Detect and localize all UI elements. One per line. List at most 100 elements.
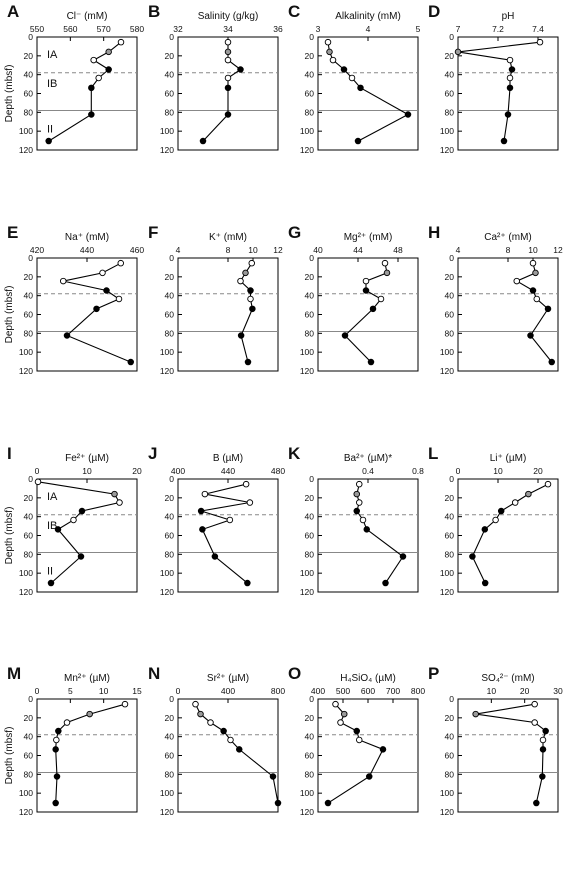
data-point	[237, 277, 244, 285]
data-point	[117, 38, 125, 46]
y-tick-label: 40	[165, 291, 175, 301]
data-point	[197, 710, 204, 718]
series-line	[195, 703, 279, 804]
y-tick-label: 20	[165, 51, 175, 61]
data-point	[47, 579, 55, 587]
chart-title: pH	[502, 11, 515, 22]
y-tick-label: 80	[305, 107, 315, 117]
y-tick-label: 80	[165, 328, 175, 338]
y-tick-label: 40	[445, 291, 455, 301]
chart-title: K⁺ (mM)	[209, 232, 247, 243]
y-tick-label: 40	[305, 70, 315, 80]
data-point	[99, 269, 106, 277]
data-point	[242, 480, 250, 488]
x-tick-label: 12	[273, 245, 283, 255]
x-tick-label: 400	[171, 466, 185, 476]
chart-panel-k: K Ba²⁺ (µM)* 0.4 0.8 0 20 40 60 80 100 120	[288, 444, 424, 597]
y-tick-label: 20	[24, 272, 34, 282]
y-tick-label: 40	[24, 732, 34, 742]
data-point	[52, 799, 59, 807]
y-tick-label: 20	[305, 713, 315, 723]
data-point	[78, 507, 86, 515]
y-tick-label: 0	[169, 474, 174, 484]
unit-label-ii: II	[47, 565, 53, 577]
panel-label: I	[7, 444, 12, 463]
plot-frame	[177, 257, 279, 372]
plot-frame	[177, 698, 279, 813]
data-point	[539, 736, 547, 744]
chart-panel-m: M Mn²⁺ (µM) 0 5 10 15 0 20 40 60 80 100 120 Depth (mb…	[4, 664, 142, 817]
panel-label: O	[288, 664, 301, 683]
y-tick-label: 120	[440, 587, 454, 597]
data-point	[224, 84, 232, 92]
x-tick-label: 0.4	[362, 466, 374, 476]
data-point	[353, 507, 361, 515]
data-point	[224, 74, 232, 82]
x-tick-label: 44	[353, 245, 363, 255]
data-point	[348, 74, 356, 82]
y-tick-label: 20	[24, 713, 34, 723]
x-tick-label: 0	[35, 686, 40, 696]
x-tick-label: 12	[553, 245, 563, 255]
data-point	[531, 700, 538, 708]
y-tick-label: 20	[445, 493, 455, 503]
x-tick-label: 400	[221, 686, 235, 696]
y-tick-label: 80	[165, 549, 175, 559]
x-tick-label: 440	[221, 466, 235, 476]
data-point	[237, 66, 244, 73]
data-point	[525, 490, 532, 498]
data-point	[93, 305, 100, 313]
data-point	[353, 727, 361, 735]
data-point	[527, 332, 534, 339]
y-tick-label: 0	[309, 253, 314, 263]
data-point	[63, 719, 71, 726]
chart-title: Sr²⁺ (µM)	[207, 673, 249, 684]
plot-frame	[317, 36, 419, 151]
data-point	[383, 269, 391, 277]
data-point	[506, 84, 514, 92]
y-tick-label: 80	[24, 328, 34, 338]
y-tick-label: 120	[440, 145, 454, 155]
y-tick-label: 20	[445, 713, 455, 723]
chart-panel-o: O H₄SiO₄ (µM) 400 500 600 700 800 0 20 40 60 80 100 1…	[288, 664, 425, 817]
y-tick-label: 100	[440, 568, 454, 578]
series-line	[55, 703, 126, 804]
y-tick-label: 20	[305, 272, 315, 282]
data-point	[341, 710, 348, 718]
data-point	[481, 579, 489, 587]
x-tick-label: 480	[271, 466, 285, 476]
data-point	[381, 259, 389, 267]
series-line	[475, 703, 547, 804]
y-tick-label: 60	[445, 89, 455, 99]
data-point	[356, 480, 363, 488]
y-tick-label: 120	[19, 587, 33, 597]
y-tick-label: 120	[160, 807, 174, 817]
data-point	[211, 553, 219, 560]
x-tick-label: 10	[82, 466, 92, 476]
y-tick-label: 100	[300, 347, 314, 357]
series-line	[63, 262, 132, 363]
y-tick-label: 80	[445, 769, 455, 779]
y-tick-label: 120	[19, 145, 33, 155]
x-tick-label: 48	[393, 245, 403, 255]
data-point	[454, 48, 462, 56]
panel-label: J	[148, 444, 157, 463]
data-point	[77, 553, 85, 560]
y-tick-label: 80	[305, 549, 315, 559]
data-point	[227, 736, 234, 744]
x-tick-label: 7	[456, 24, 461, 34]
y-tick-label: 100	[440, 347, 454, 357]
y-tick-label: 60	[165, 751, 175, 761]
chart-title: Fe²⁺ (µM)	[65, 453, 109, 464]
y-tick-label: 80	[24, 769, 34, 779]
y-tick-label: 20	[24, 51, 34, 61]
data-point	[45, 137, 52, 145]
x-tick-label: 570	[97, 24, 111, 34]
data-point	[354, 137, 362, 145]
y-tick-label: 0	[449, 474, 454, 484]
y-tick-label: 80	[305, 328, 315, 338]
y-tick-label: 100	[19, 788, 33, 798]
data-point	[366, 773, 373, 780]
data-point	[542, 727, 549, 735]
